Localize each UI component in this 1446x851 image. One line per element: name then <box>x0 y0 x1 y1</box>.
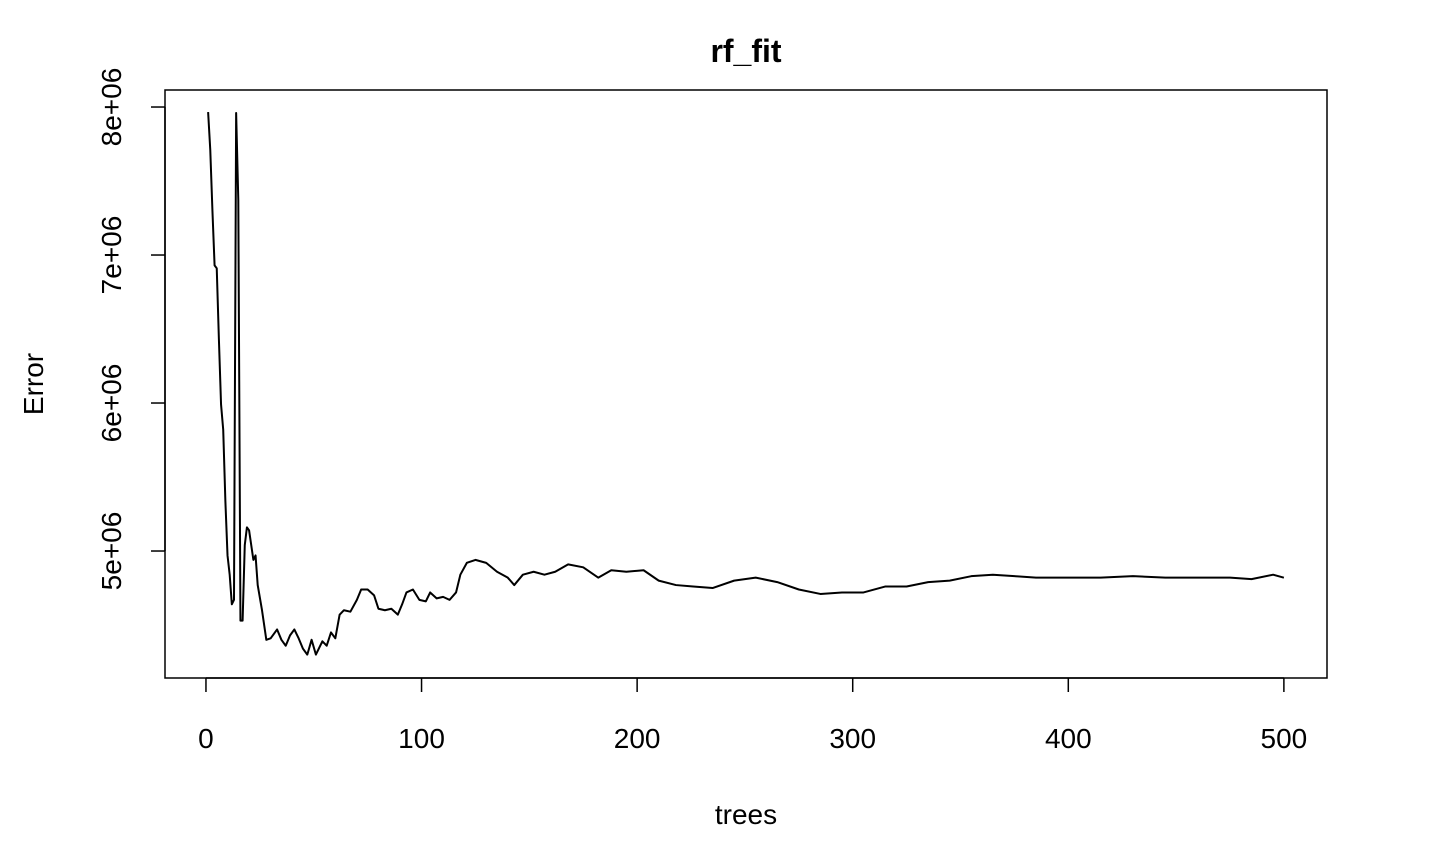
y-tick-label: 6e+06 <box>96 364 127 443</box>
x-tick-label: 0 <box>198 723 214 754</box>
y-tick-label: 7e+06 <box>96 216 127 295</box>
x-tick-label: 400 <box>1045 723 1092 754</box>
plot-frame <box>164 89 1328 679</box>
y-tick-label: 5e+06 <box>96 512 127 591</box>
y-tick-label: 8e+06 <box>96 68 127 147</box>
y-axis-label: Error <box>18 353 49 415</box>
data-line <box>207 111 1285 656</box>
x-axis-label: trees <box>715 799 777 830</box>
x-tick-label: 300 <box>829 723 876 754</box>
x-tick-label: 100 <box>398 723 445 754</box>
x-tick-label: 200 <box>614 723 661 754</box>
chart-title: rf_fit <box>710 33 781 69</box>
x-tick-label: 500 <box>1261 723 1308 754</box>
